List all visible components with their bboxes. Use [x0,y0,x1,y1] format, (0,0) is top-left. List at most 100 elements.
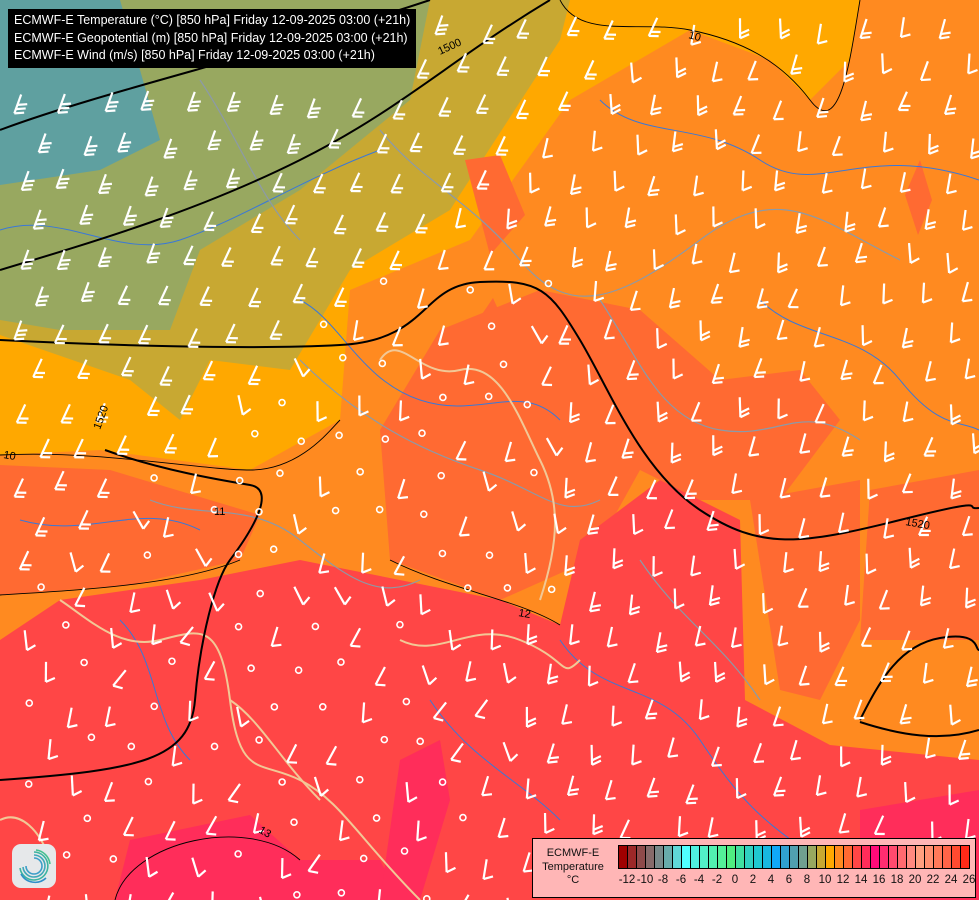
barb-flag [628,373,639,376]
barb-flag [202,299,213,302]
wind-barb-icon [690,24,702,46]
wind-barb-icon [307,853,321,874]
barb-staff [656,401,660,422]
wind-barb-icon [270,626,282,648]
barb-flag [648,193,659,197]
barb-flag [962,298,973,303]
barb-flag [326,762,337,766]
barb-flag [108,100,119,104]
legend-swatch [907,846,916,868]
wind-barb-icon [496,56,510,76]
calm-circle-icon [278,778,286,786]
barb-staff [831,135,841,156]
barb-staff [840,359,848,380]
barb-flag [755,371,766,374]
wind-barb-icon [95,402,109,423]
barb-staff [853,699,863,719]
barb-flag [589,527,600,531]
legend-swatch [772,846,781,868]
wind-barb-icon [644,699,658,720]
wind-barb-icon [351,248,365,268]
barb-flag [188,716,199,722]
wind-barb-icon [188,700,199,722]
wind-barb-icon [774,170,786,192]
wind-barb-icon [609,93,622,115]
barb-flag [946,189,957,195]
wind-barb-icon [844,584,855,606]
barb-flag [107,105,118,109]
wind-barb-icon [967,53,978,75]
barb-staff [292,513,300,534]
wind-barb-icon [776,319,788,341]
barb-flag [165,838,176,841]
barb-flag [881,755,892,762]
barb-staff [854,242,863,263]
wind-barb-icon [584,442,596,463]
barb-flag [211,139,222,142]
wind-barb-icon [636,134,648,156]
barb-staff [656,328,659,349]
barb-flag [459,533,470,537]
wind-barb-icon [711,61,723,83]
barb-staff [919,585,925,606]
wind-barb-icon [777,625,789,647]
barb-staff [860,168,867,189]
barb-staff [961,281,969,302]
barb-staff [628,594,634,615]
barb-flag [658,416,669,423]
calm-circle-icon [276,469,284,477]
fill-band-t15 [380,740,450,900]
barb-flag [690,571,702,577]
barb-staff [872,364,883,384]
barb-staff [593,280,598,302]
legend-swatch [880,846,889,868]
barb-flag [526,721,537,728]
wind-barb-icon [34,516,48,537]
wind-barb-icon [55,168,70,189]
wind-barb-icon [454,207,466,229]
barb-flag [856,793,868,798]
barb-flag [443,186,454,189]
legend-swatch [682,846,691,868]
barb-flag [33,226,44,230]
wind-barb-icon [518,246,532,267]
legend-swatch [961,846,969,868]
calm-circle-icon [168,657,176,666]
contour-label: 13 [257,824,274,841]
barb-flag [649,188,660,193]
barb-flag [708,523,719,527]
barb-flag [14,495,25,498]
barb-staff [84,894,90,900]
barb-flag [844,76,855,83]
calm-circle-icon [150,474,158,482]
wind-barb-icon [293,586,311,606]
wind-barb-icon [772,100,784,121]
barb-staff [250,213,262,233]
barb-flag [882,298,893,305]
barb-staff [902,401,909,422]
barb-flag [879,607,890,610]
wind-barb-icon [349,627,362,648]
river-line [0,149,381,246]
wind-barb-icon [83,135,98,157]
barb-flag [165,151,176,155]
legend-swatch [727,846,736,868]
barb-flag [329,146,340,149]
barb-staff [70,775,74,796]
barb-flag [125,218,136,222]
barb-staff [924,737,931,758]
barb-flag [121,141,132,145]
wind-barb-icon [419,594,431,616]
legend-colorbar [618,845,970,869]
barb-flag [350,189,361,193]
barb-staff [655,632,662,653]
barb-flag [181,412,192,415]
barb-staff [613,170,617,191]
barb-flag [564,570,575,577]
barb-flag [507,676,517,684]
barb-flag [189,104,200,108]
barb-flag [393,187,404,190]
barb-staff [456,52,468,72]
barb-flag [712,78,723,83]
barb-flag [561,338,571,341]
